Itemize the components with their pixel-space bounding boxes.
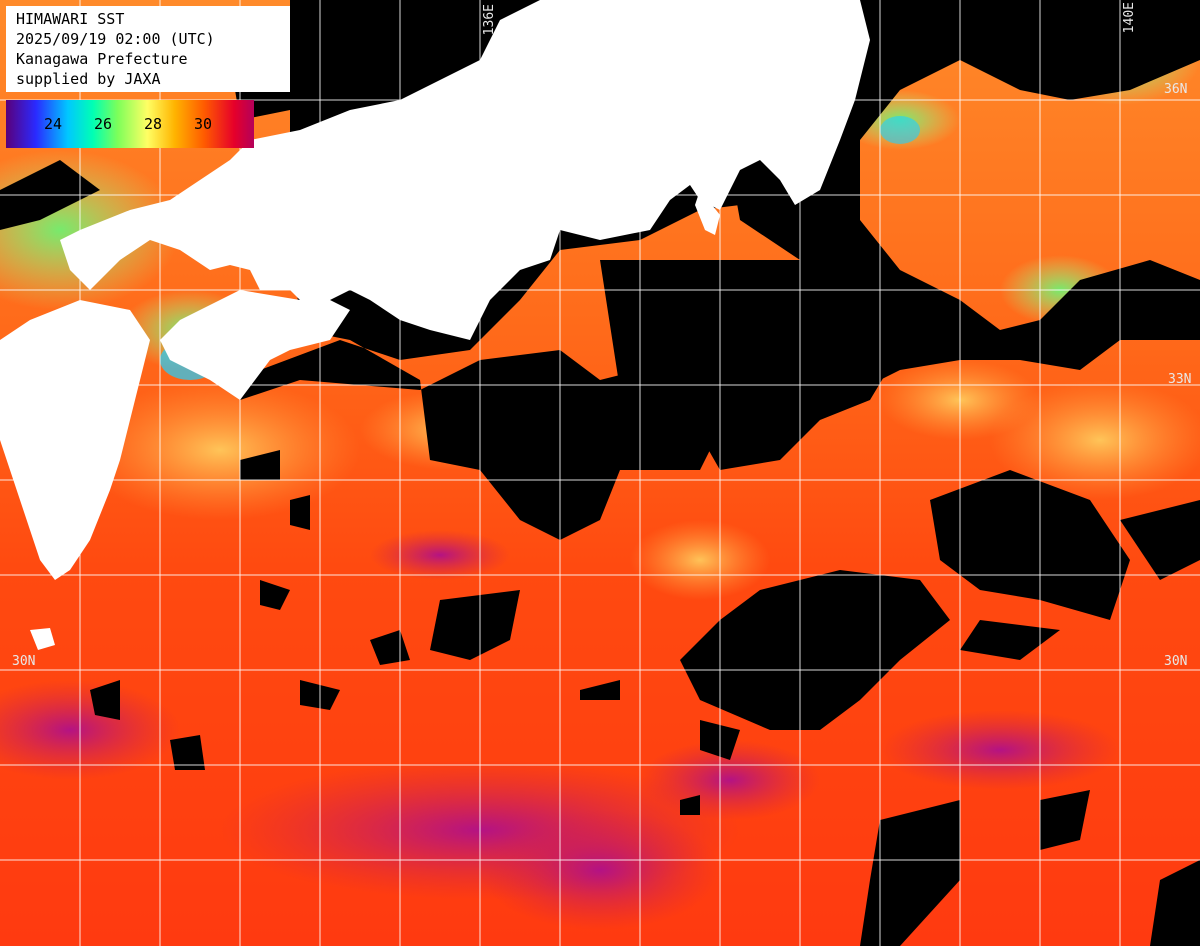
lon-label-136e: 136E bbox=[482, 4, 497, 36]
lat-label-36n: 36N bbox=[1164, 82, 1188, 97]
legend-tick-28: 28 bbox=[144, 115, 163, 133]
title-line-2: 2025/09/19 02:00 (UTC) bbox=[16, 30, 215, 48]
legend-tick-24: 24 bbox=[44, 115, 63, 133]
lat-label-33n: 33N bbox=[1168, 372, 1192, 387]
title-line-4: supplied by JAXA bbox=[16, 70, 161, 88]
title-line-3: Kanagawa Prefecture bbox=[16, 50, 188, 68]
color-legend: 24 26 28 30 bbox=[6, 100, 254, 148]
lon-label-140e: 140E bbox=[1122, 2, 1137, 34]
title-line-1: HIMAWARI SST bbox=[16, 10, 125, 28]
legend-tick-26: 26 bbox=[94, 115, 113, 133]
title-box: HIMAWARI SST 2025/09/19 02:00 (UTC) Kana… bbox=[6, 6, 290, 92]
lat-label-30n-left: 30N bbox=[12, 654, 36, 669]
land-japan bbox=[0, 0, 870, 650]
lat-label-30n-right: 30N bbox=[1164, 654, 1188, 669]
legend-tick-30: 30 bbox=[194, 115, 213, 133]
